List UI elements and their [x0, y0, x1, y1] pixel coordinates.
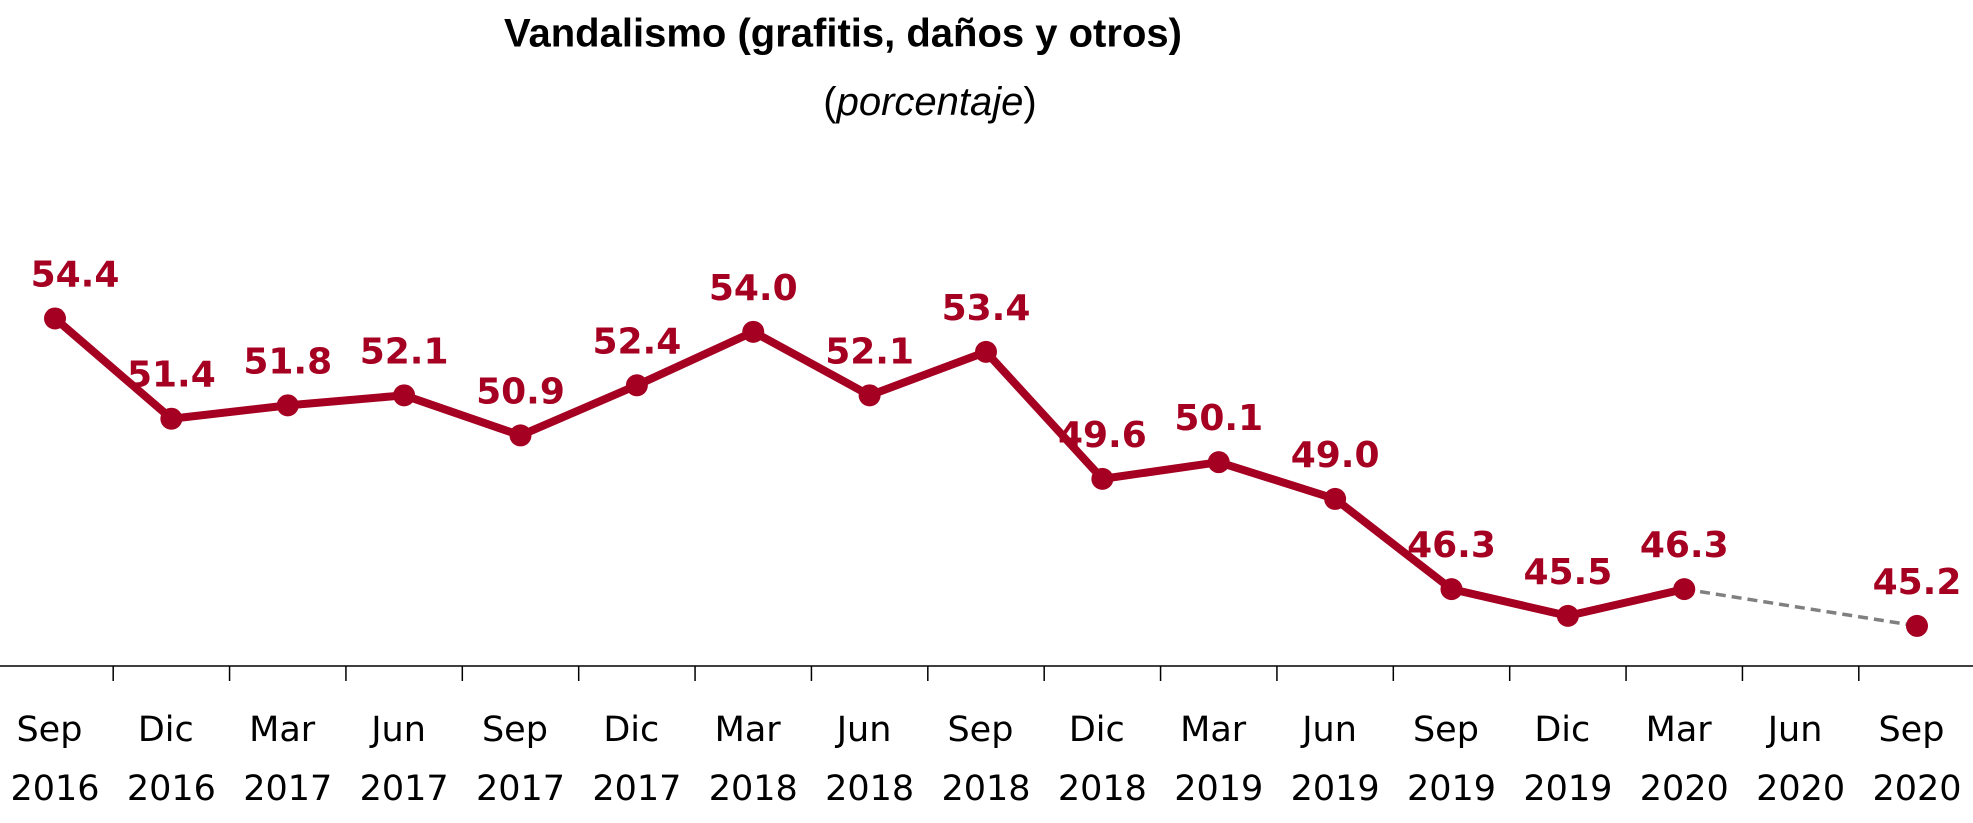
marker — [509, 424, 532, 447]
marker — [1091, 467, 1114, 490]
marker — [1556, 604, 1579, 627]
marker — [625, 374, 648, 397]
x-tick-label: Mar 2017 — [243, 710, 332, 809]
data-label: 49.0 — [1291, 435, 1380, 476]
data-label: 52.1 — [825, 331, 914, 372]
x-tick-label: Dic 2016 — [127, 710, 216, 809]
x-tick-label: Dic 2019 — [1523, 710, 1612, 809]
marker — [160, 407, 183, 430]
marker — [1207, 451, 1230, 474]
marker — [44, 307, 66, 330]
marker — [1673, 578, 1696, 601]
marker — [276, 394, 299, 417]
marker — [1324, 487, 1347, 510]
data-label: 50.1 — [1174, 398, 1263, 439]
data-label: 51.8 — [243, 341, 332, 382]
data-label: 45.5 — [1523, 552, 1612, 593]
x-tick-label: Jun 2019 — [1291, 710, 1380, 809]
data-label: 46.3 — [1640, 525, 1729, 566]
x-tick-label: Dic 2018 — [1058, 710, 1147, 809]
data-label: 49.6 — [1058, 415, 1147, 456]
x-tick-label: Sep 2019 — [1407, 710, 1496, 809]
data-label: 53.4 — [942, 288, 1031, 329]
marker — [1440, 578, 1463, 601]
data-label: 50.9 — [476, 371, 565, 412]
chart-title: Vandalismo (grafitis, daños y otros) — [504, 12, 1182, 56]
x-tick-label: Jun 2018 — [825, 710, 914, 809]
x-tick-label: Sep 2016 — [10, 710, 99, 809]
x-tick-label: Jun 2017 — [360, 710, 449, 809]
data-label: 45.2 — [1873, 562, 1962, 603]
data-label: 52.4 — [592, 321, 681, 362]
x-tick-label: Sep 2017 — [476, 710, 565, 809]
chart-subtitle: (porcentaje) — [823, 80, 1036, 124]
marker — [1906, 614, 1928, 637]
x-tick-label: Sep 2018 — [941, 710, 1030, 809]
data-label: 46.3 — [1407, 525, 1496, 566]
gap-connector — [1683, 587, 1918, 628]
x-tick-label: Mar 2018 — [709, 710, 798, 809]
x-tick-label: Mar 2020 — [1640, 710, 1729, 809]
data-label: 52.1 — [360, 331, 449, 372]
x-tick-label: Dic 2017 — [592, 710, 681, 809]
marker — [393, 384, 416, 407]
x-tick-label: Jun 2020 — [1756, 710, 1845, 809]
data-label: 54.0 — [709, 268, 798, 309]
marker — [858, 384, 881, 407]
x-tick-label: Sep 2020 — [1872, 710, 1961, 809]
marker — [742, 320, 765, 343]
x-tick-label: Mar 2019 — [1174, 710, 1263, 809]
data-label: 51.4 — [127, 355, 216, 396]
data-label: 54.4 — [31, 254, 120, 295]
marker — [975, 340, 997, 363]
